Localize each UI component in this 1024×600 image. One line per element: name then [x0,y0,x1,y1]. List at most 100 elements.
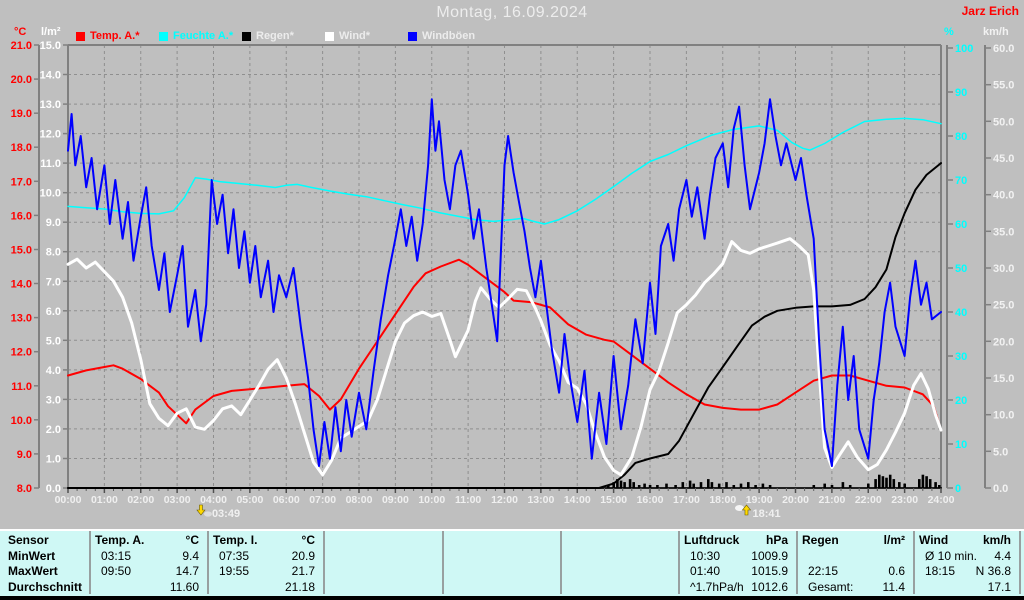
stat-time [91,580,101,596]
svg-text:60.0: 60.0 [993,43,1014,55]
series-3 [66,237,943,477]
svg-text:7.0: 7.0 [46,276,61,288]
chart-legend: Temp. A.* Feuchte A.* Regen* Wind* Windböen [76,30,491,42]
svg-text:19.0: 19.0 [11,108,32,120]
stat-time: 10:30 [690,548,721,563]
svg-text:60: 60 [955,219,967,231]
table-row-label: MaxWert [8,564,58,578]
svg-text:09:00: 09:00 [382,494,409,506]
temp-axis-unit-label: °C [14,26,27,38]
svg-text:08:00: 08:00 [346,494,373,506]
svg-text:14:00: 14:00 [564,494,591,506]
sensor-unit [448,533,560,549]
legend-label: Temp. A.* [90,30,140,42]
svg-text:10:00: 10:00 [418,494,445,506]
stat-value [572,580,678,596]
legend-label: Windböen [422,30,476,42]
stat-time [915,580,925,596]
svg-text:03:00: 03:00 [164,494,191,506]
svg-text:50: 50 [955,263,967,275]
stat-value: 1012.6 [751,579,788,594]
sensor-unit: °C [185,533,199,547]
legend-label: Feuchte A.* [173,30,234,42]
svg-text:12.0: 12.0 [11,347,32,359]
rain-axis: 0.0 1.0 2.0 3.0 4.0 5.0 6.0 7.0 8.0 9.0 10.0 11.0 12… [40,40,68,495]
svg-text:30.0: 30.0 [993,263,1014,275]
svg-text:5.0: 5.0 [993,446,1008,458]
svg-text:00:00: 00:00 [55,494,82,506]
sun-marker-down: 03:49 [196,504,240,520]
stat-time: ^1.7hPa/h [690,579,744,594]
legend-swatch-icon [408,31,417,41]
svg-text:18:41: 18:41 [752,508,780,520]
stat-time: 09:50 [101,564,132,578]
table-panel-empty-3 [442,531,560,594]
rain-interval-bars [607,474,941,488]
stat-value: 21.18 [284,579,315,594]
svg-text:8.0: 8.0 [17,483,32,495]
stat-value [454,580,560,596]
temp-axis: 8.0 9.0 10.0 11.0 12.0 13.0 14.0 15.0 16.0 17.0 18… [11,40,39,495]
svg-text:45.0: 45.0 [993,153,1014,165]
svg-text:15.0: 15.0 [993,373,1014,385]
svg-text:80: 80 [955,131,967,143]
table-panel-empty-4 [560,531,678,594]
svg-text:10.0: 10.0 [11,415,32,427]
stat-value: 11.4 [882,579,905,594]
sensor-unit: °C [301,533,315,547]
svg-text:18:00: 18:00 [709,494,736,506]
svg-text:20.0: 20.0 [993,336,1014,348]
stat-time [325,580,335,596]
series-2 [67,162,942,489]
svg-text:07:00: 07:00 [309,494,336,506]
svg-text:35.0: 35.0 [993,226,1014,238]
svg-text:04:00: 04:00 [200,494,227,506]
humidity-axis: 0 10 20 30 40 50 60 70 80 90 100 [947,43,973,495]
legend-item-1: Temp. A.* [76,30,159,42]
svg-text:70: 70 [955,175,967,187]
stat-value [454,549,560,565]
sensor-unit: l/m² [883,533,905,547]
svg-text:16.0: 16.0 [11,210,32,222]
legend-swatch-icon [242,31,251,41]
svg-text:9.0: 9.0 [46,217,61,229]
stat-time: 03:15 [101,548,132,563]
svg-text:0.0: 0.0 [46,483,61,495]
svg-text:8.0: 8.0 [46,247,61,259]
stat-time: 22:15 [808,564,839,578]
stat-value [335,580,442,596]
svg-text:90: 90 [955,87,967,99]
svg-text:11.0: 11.0 [11,381,32,393]
svg-text:1.0: 1.0 [46,454,61,466]
stat-value [572,564,678,580]
stat-time [562,549,572,565]
svg-text:20.0: 20.0 [11,74,32,86]
bottom-bar [0,596,1024,600]
stat-value [572,549,678,565]
stat-time [562,580,572,596]
table-row-label: Sensor [8,533,49,547]
stat-time: Ø 10 min. [925,548,978,563]
table-row-label: MinWert [8,548,56,563]
stat-time [562,564,572,580]
stat-value: 1015.9 [751,564,788,578]
sensor-name: Temp. A. [95,533,145,547]
stat-time [798,549,808,565]
svg-text:15.0: 15.0 [40,40,61,52]
legend-item-5: Windböen [408,30,491,42]
stat-value: N 36.8 [975,564,1011,578]
svg-text:13.0: 13.0 [40,99,61,111]
svg-text:14.0: 14.0 [11,279,32,291]
stat-value: 1009.9 [751,548,788,563]
sensor-unit: hPa [765,533,788,547]
svg-text:03:49: 03:49 [212,508,240,520]
stat-value: 9.4 [182,548,199,563]
stat-time [209,580,219,596]
svg-text:10: 10 [955,439,967,451]
wind-axis-unit-label: km/h [983,26,1009,38]
legend-label: Regen* [256,30,294,42]
stat-value: 20.9 [291,548,315,563]
stat-time: 01:40 [690,564,721,578]
stat-value [808,549,913,565]
sensor-name: Luftdruck [684,533,740,547]
